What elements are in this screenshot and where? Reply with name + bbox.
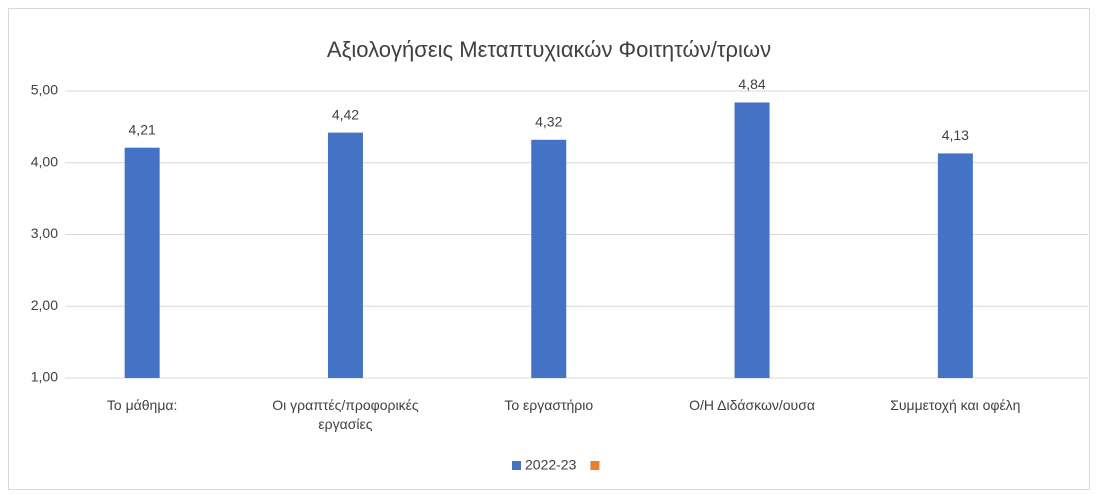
- x-tick-label: Ο/Η Διδάσκων/ουσα: [689, 397, 815, 413]
- x-tick-label: Οι γραπτές/προφορικές εργασίες: [272, 397, 419, 432]
- legend-swatch: [590, 461, 600, 470]
- legend-swatch: [512, 461, 521, 470]
- bar: [531, 139, 567, 378]
- y-tick-label: 2,00: [31, 297, 58, 313]
- data-label: 4,32: [535, 113, 562, 129]
- data-label: 4,42: [332, 106, 359, 122]
- bar: [937, 153, 973, 378]
- y-tick-label: 4,00: [31, 153, 58, 169]
- bar: [124, 147, 160, 378]
- x-tick-label: Το εργαστήριο: [504, 397, 594, 413]
- data-label: 4,21: [129, 121, 156, 137]
- data-label: 4,13: [942, 127, 969, 143]
- y-tick-label: 3,00: [31, 225, 58, 241]
- chart-title: Αξιολογήσεις Μεταπτυχιακών Φοιτητών/τριω…: [327, 37, 771, 62]
- bar: [734, 102, 770, 378]
- x-tick-label: Συμμετοχή και οφέλη: [890, 397, 1021, 413]
- bar: [327, 132, 363, 378]
- legend-label: 2022-23: [525, 457, 577, 473]
- y-tick-label: 5,00: [31, 82, 58, 98]
- y-tick-label: 1,00: [31, 369, 58, 385]
- x-tick-label: Το μάθημα:: [106, 397, 178, 413]
- data-label: 4,84: [738, 76, 765, 92]
